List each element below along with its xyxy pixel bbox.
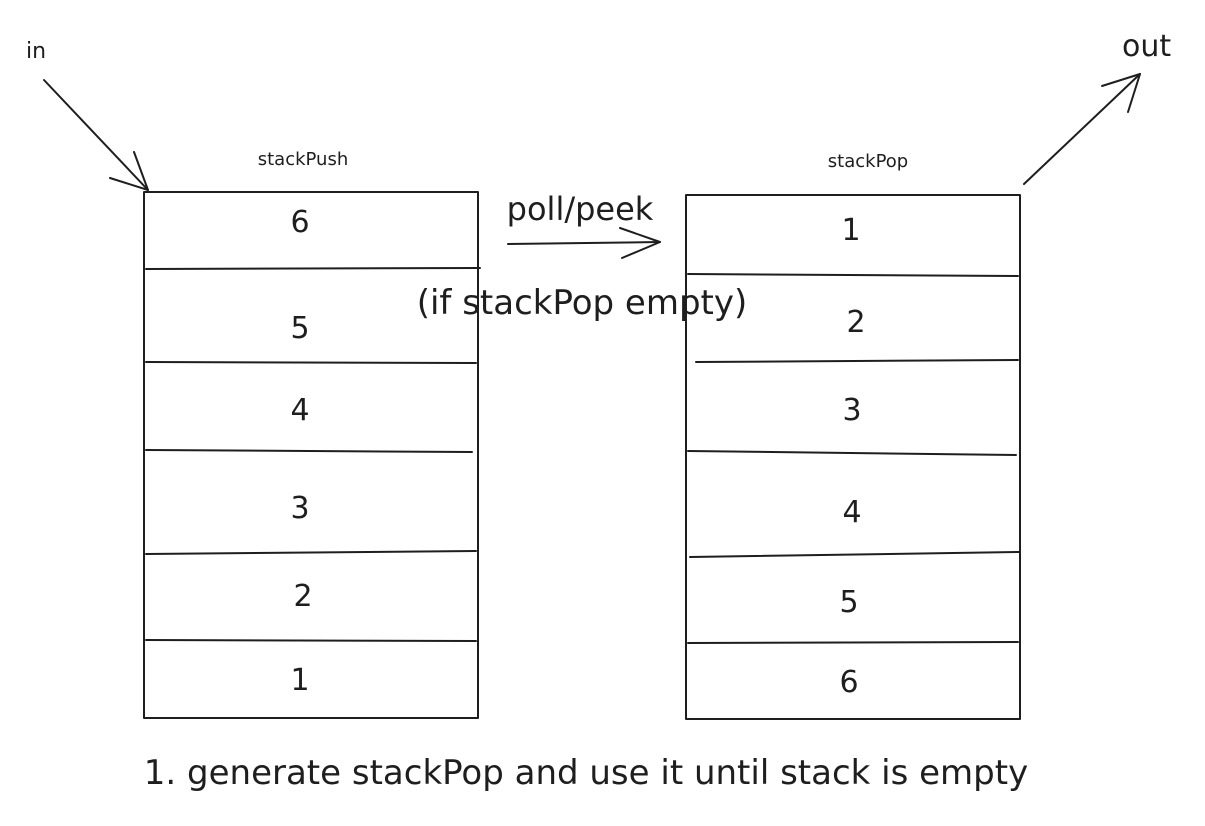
stack-push-cell: 3	[290, 491, 309, 526]
stack-push-cell: 2	[293, 579, 312, 614]
in-label: in	[26, 39, 46, 64]
condition-label: (if stackPop empty)	[417, 283, 748, 323]
stack-push	[143, 191, 481, 719]
stack-push-cell: 4	[290, 393, 309, 428]
stack-pop-cell: 1	[841, 213, 860, 248]
stack-push-cell: 6	[290, 205, 309, 240]
stack-pop-cell: 2	[846, 305, 865, 340]
stack-push-cell: 5	[290, 311, 309, 346]
stack-pop-cell: 3	[842, 393, 861, 428]
stack-push-title: stackPush	[258, 149, 349, 170]
stack-pop	[685, 194, 1021, 720]
out-arrow	[1023, 73, 1141, 185]
in-arrow	[43, 79, 149, 191]
stack-push-cell: 1	[290, 663, 309, 698]
out-label: out	[1122, 29, 1171, 64]
stack-pop-cell: 5	[839, 585, 858, 620]
note-text: 1. generate stackPop and use it until st…	[144, 753, 1028, 793]
stack-pop-cell: 4	[842, 495, 861, 530]
transfer-arrow	[507, 227, 661, 259]
transfer-label: poll/peek	[507, 190, 654, 228]
stack-pop-title: stackPop	[828, 151, 908, 172]
stack-pop-cell: 6	[839, 665, 858, 700]
